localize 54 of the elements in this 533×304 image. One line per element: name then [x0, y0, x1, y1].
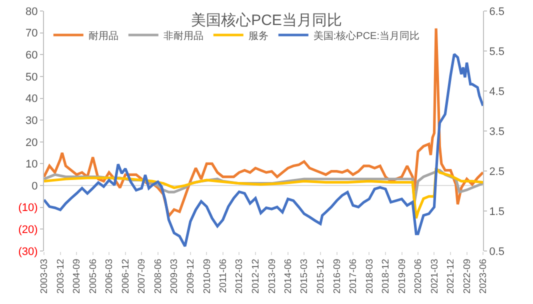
y-tick-label: 80 [26, 6, 38, 18]
legend-label: 耐用品 [88, 30, 118, 42]
x-tick-label: 2005-06 [88, 258, 99, 294]
y-tick-label: 10 [26, 158, 38, 171]
x-tick-label: 2003-03 [39, 258, 50, 294]
legend-label: 服务 [248, 30, 268, 42]
x-tick-label: 2021-12 [446, 258, 457, 294]
x-tick-label: 2015-12 [316, 258, 327, 294]
y-tick-label: 20 [26, 136, 38, 149]
x-tick-label: 2008-06 [152, 258, 164, 294]
y-tick-label: 50 [26, 71, 38, 84]
x-tick-label: 2013-09 [266, 258, 278, 294]
x-tick-label: 2021-03 [429, 258, 440, 294]
y2-tick-label: 4.5 [489, 86, 504, 98]
y-tick-label: (10) [18, 202, 38, 214]
y-tick-label: (20) [18, 224, 38, 236]
x-tick-label: 2018-03 [364, 258, 376, 294]
y-tick-label: 70 [26, 28, 38, 40]
x-tick-label: 2017-06 [348, 258, 360, 294]
line-series [44, 52, 483, 248]
y2-tick-label: 1.5 [489, 206, 504, 218]
x-tick-label: 2016-09 [332, 258, 343, 294]
x-tick-label: 2015-03 [299, 258, 310, 294]
x-tick-label: 2004-09 [72, 258, 83, 294]
x-tick-label: 2006-12 [120, 258, 132, 294]
y-tick-label: 30 [26, 114, 38, 127]
legend-label: 非耐用品 [163, 30, 204, 42]
x-tick-label: 2009-12 [185, 258, 196, 294]
y-tick-label: 0 [32, 180, 38, 192]
y2-tick-label: 6.5 [489, 6, 504, 18]
x-tick-label: 2009-03 [169, 258, 180, 294]
x-tick-label: 2011-06 [218, 258, 229, 293]
chart-title: 美国核心PCE当月同比 [191, 12, 342, 30]
y2-tick-label: 2.5 [489, 166, 504, 178]
x-tick-label: 2003-12 [55, 258, 66, 294]
x-tick-label: 2022-09 [462, 258, 473, 294]
y2-tick-label: 3.5 [489, 126, 504, 138]
legend-label: 美国:核心PCE:当月同比 [313, 30, 420, 42]
x-tick-label: 2006-03 [104, 258, 116, 294]
x-tick-label: 2007-09 [136, 258, 148, 294]
y-tick-label: (30) [18, 246, 38, 258]
x-tick-label: 2010-09 [202, 258, 213, 294]
y-tick-label: 40 [26, 93, 38, 106]
x-tick-label: 2014-06 [283, 258, 294, 294]
x-tick-label: 2023-06 [478, 258, 490, 294]
x-tick-label: 2012-03 [234, 258, 246, 294]
line-series [44, 166, 483, 220]
y2-tick-label: 5.5 [489, 46, 504, 58]
x-tick-label: 2012-12 [250, 258, 262, 294]
x-tick-label: 2018-12 [380, 258, 392, 294]
x-tick-label: 2020-06 [413, 258, 424, 294]
y-tick-label: 60 [26, 49, 38, 62]
y2-tick-label: 0.5 [489, 246, 504, 258]
x-tick-label: 2019-09 [396, 258, 408, 294]
